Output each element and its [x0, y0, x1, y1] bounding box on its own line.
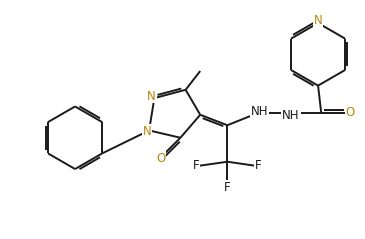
Text: F: F: [193, 159, 199, 172]
Text: N: N: [143, 125, 151, 138]
Text: NH: NH: [251, 105, 268, 118]
Text: F: F: [224, 181, 231, 194]
Text: F: F: [255, 159, 262, 172]
Text: NH: NH: [282, 109, 300, 122]
Text: N: N: [147, 90, 155, 103]
Text: N: N: [314, 14, 322, 27]
Text: O: O: [346, 106, 355, 119]
Text: O: O: [156, 152, 165, 165]
